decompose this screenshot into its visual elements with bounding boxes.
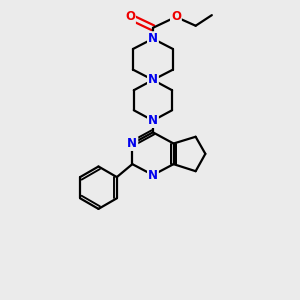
Text: O: O	[125, 11, 135, 23]
Text: N: N	[148, 169, 158, 182]
Text: N: N	[148, 74, 158, 86]
Text: O: O	[171, 11, 181, 23]
Text: N: N	[148, 32, 158, 45]
Text: N: N	[148, 114, 158, 127]
Text: N: N	[127, 137, 137, 150]
